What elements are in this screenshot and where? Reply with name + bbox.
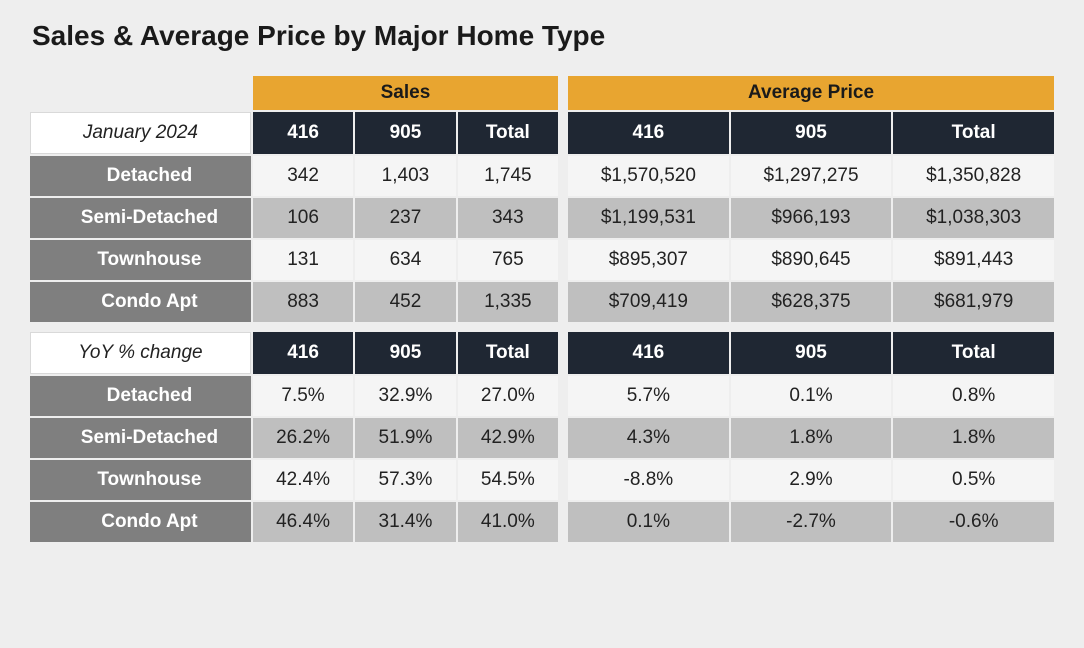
data-cell: 634: [355, 240, 455, 280]
data-row: Townhouse 42.4% 57.3% 54.5% -8.8% 2.9% 0…: [30, 460, 1054, 500]
gap-cell: [560, 112, 566, 154]
row-label: Semi-Detached: [30, 198, 251, 238]
data-cell: 0.5%: [893, 460, 1054, 500]
data-row: Condo Apt 46.4% 31.4% 41.0% 0.1% -2.7% -…: [30, 502, 1054, 542]
period-label-yoy: YoY % change: [30, 332, 251, 374]
data-cell: 54.5%: [458, 460, 558, 500]
data-row: Detached 342 1,403 1,745 $1,570,520 $1,2…: [30, 156, 1054, 196]
col-header: 416: [568, 112, 729, 154]
data-cell: 4.3%: [568, 418, 729, 458]
col-header: 905: [355, 112, 455, 154]
col-header: Total: [893, 112, 1054, 154]
data-cell: 42.4%: [253, 460, 353, 500]
data-cell: 2.9%: [731, 460, 892, 500]
data-cell: 41.0%: [458, 502, 558, 542]
col-header: 416: [568, 332, 729, 374]
data-cell: 57.3%: [355, 460, 455, 500]
col-header: Total: [458, 112, 558, 154]
row-label: Semi-Detached: [30, 418, 251, 458]
data-cell: $1,350,828: [893, 156, 1054, 196]
data-cell: 131: [253, 240, 353, 280]
data-cell: $1,199,531: [568, 198, 729, 238]
col-header: Total: [893, 332, 1054, 374]
data-cell: $890,645: [731, 240, 892, 280]
data-cell: 26.2%: [253, 418, 353, 458]
data-cell: -2.7%: [731, 502, 892, 542]
data-cell: 27.0%: [458, 376, 558, 416]
col-header: Total: [458, 332, 558, 374]
col-header-row-yoy: YoY % change 416 905 Total 416 905 Total: [30, 332, 1054, 374]
data-cell: $1,570,520: [568, 156, 729, 196]
data-cell: 32.9%: [355, 376, 455, 416]
data-row: Semi-Detached 106 237 343 $1,199,531 $96…: [30, 198, 1054, 238]
gap-cell: [560, 240, 566, 280]
group-header-price: Average Price: [568, 76, 1054, 110]
data-cell: 765: [458, 240, 558, 280]
col-header: 416: [253, 112, 353, 154]
row-label: Condo Apt: [30, 282, 251, 322]
data-cell: 0.8%: [893, 376, 1054, 416]
data-row: Townhouse 131 634 765 $895,307 $890,645 …: [30, 240, 1054, 280]
data-cell: $681,979: [893, 282, 1054, 322]
col-header: 416: [253, 332, 353, 374]
data-cell: 1,335: [458, 282, 558, 322]
data-cell: 7.5%: [253, 376, 353, 416]
data-cell: $1,297,275: [731, 156, 892, 196]
period-label-abs: January 2024: [30, 112, 251, 154]
data-row: Detached 7.5% 32.9% 27.0% 5.7% 0.1% 0.8%: [30, 376, 1054, 416]
data-cell: $966,193: [731, 198, 892, 238]
data-cell: $891,443: [893, 240, 1054, 280]
row-label: Detached: [30, 376, 251, 416]
data-cell: 51.9%: [355, 418, 455, 458]
report-title: Sales & Average Price by Major Home Type: [32, 20, 1056, 52]
gap-cell: [560, 198, 566, 238]
data-cell: 106: [253, 198, 353, 238]
data-cell: 31.4%: [355, 502, 455, 542]
data-cell: 0.1%: [731, 376, 892, 416]
data-cell: 343: [458, 198, 558, 238]
gap-cell: [560, 156, 566, 196]
data-cell: 883: [253, 282, 353, 322]
data-cell: 1,403: [355, 156, 455, 196]
row-label: Detached: [30, 156, 251, 196]
data-cell: 0.1%: [568, 502, 729, 542]
data-cell: 452: [355, 282, 455, 322]
gap-cell: [560, 332, 566, 374]
gap-cell: [560, 502, 566, 542]
sales-price-table: Sales Average Price January 2024 416 905…: [28, 74, 1056, 544]
group-header-row: Sales Average Price: [30, 76, 1054, 110]
data-row: Semi-Detached 26.2% 51.9% 42.9% 4.3% 1.8…: [30, 418, 1054, 458]
data-cell: $1,038,303: [893, 198, 1054, 238]
data-cell: $895,307: [568, 240, 729, 280]
data-cell: 46.4%: [253, 502, 353, 542]
data-cell: $628,375: [731, 282, 892, 322]
data-row: Condo Apt 883 452 1,335 $709,419 $628,37…: [30, 282, 1054, 322]
row-label: Condo Apt: [30, 502, 251, 542]
row-label: Townhouse: [30, 240, 251, 280]
gap-cell: [560, 418, 566, 458]
gap-cell: [560, 282, 566, 322]
col-header: 905: [355, 332, 455, 374]
section-spacer: [30, 324, 1054, 330]
blank-cell: [30, 76, 251, 110]
data-cell: 1.8%: [893, 418, 1054, 458]
col-header: 905: [731, 332, 892, 374]
data-cell: 1,745: [458, 156, 558, 196]
gap-cell: [560, 76, 566, 110]
data-cell: 1.8%: [731, 418, 892, 458]
data-cell: -8.8%: [568, 460, 729, 500]
row-label: Townhouse: [30, 460, 251, 500]
data-cell: -0.6%: [893, 502, 1054, 542]
data-cell: $709,419: [568, 282, 729, 322]
gap-cell: [560, 460, 566, 500]
data-cell: 42.9%: [458, 418, 558, 458]
data-cell: 342: [253, 156, 353, 196]
data-cell: 5.7%: [568, 376, 729, 416]
data-cell: 237: [355, 198, 455, 238]
col-header-row-abs: January 2024 416 905 Total 416 905 Total: [30, 112, 1054, 154]
group-header-sales: Sales: [253, 76, 558, 110]
gap-cell: [560, 376, 566, 416]
col-header: 905: [731, 112, 892, 154]
